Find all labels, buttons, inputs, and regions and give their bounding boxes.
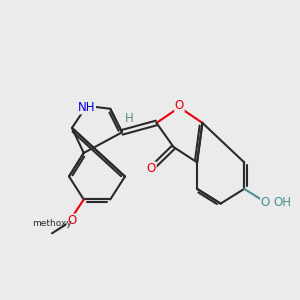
Text: O: O	[261, 196, 270, 208]
Text: O: O	[67, 214, 76, 227]
Text: OH: OH	[273, 196, 291, 208]
Text: methoxy: methoxy	[32, 219, 72, 228]
Text: O: O	[175, 99, 184, 112]
Text: NH: NH	[78, 101, 95, 114]
Text: O: O	[147, 162, 156, 175]
Text: H: H	[124, 112, 133, 125]
